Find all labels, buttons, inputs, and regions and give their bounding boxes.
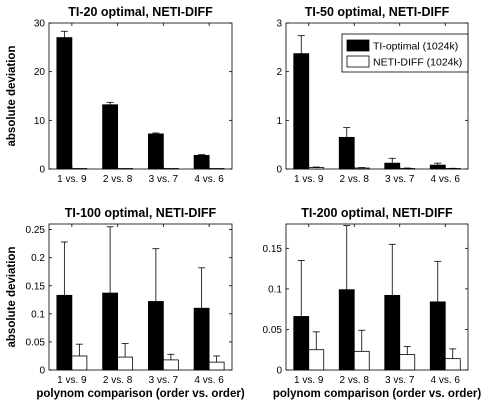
x-tick-label: 3 vs. 7 (385, 174, 415, 185)
bar-series-2 (71, 355, 88, 371)
bar-series-1 (429, 301, 446, 371)
bar-series-1 (293, 53, 310, 170)
bar-series-1 (147, 133, 164, 170)
bar-series-1 (56, 294, 73, 371)
bar-series-1 (384, 162, 401, 170)
axes-frame (285, 223, 469, 371)
bar-series-2 (399, 354, 416, 371)
chart-title: TI-100 optimal, NETI-DIFF (65, 206, 217, 220)
y-tick-label: 10 (34, 116, 46, 127)
bar-series-2 (444, 358, 461, 371)
y-tick-label: 0.1 (268, 284, 282, 295)
y-tick-label: 0.1 (31, 309, 45, 320)
chart-title: TI-200 optimal, NETI-DIFF (301, 206, 453, 220)
x-tick-label: 1 vs. 9 (57, 375, 87, 386)
x-tick-label: 2 vs. 8 (103, 174, 133, 185)
bar-series-1 (102, 292, 119, 371)
chart-panel-1: 0 10 20 30 1 vs. 9 2 vs. 8 3 vs. 7 4 vs. 6 TI-20… (6, 5, 233, 185)
y-tick-label: 0.05 (26, 337, 46, 348)
y-axis-label: absolute deviation (6, 247, 18, 348)
bar-series-2 (308, 349, 325, 371)
y-tick-label: 2 (276, 67, 282, 78)
x-tick-label: 2 vs. 8 (340, 174, 370, 185)
y-tick-label: 0.25 (26, 225, 46, 236)
y-tick-label: 3 (276, 19, 282, 30)
bar-series-2 (353, 350, 370, 371)
bar-series-1 (147, 301, 164, 371)
x-tick-label: 1 vs. 9 (294, 375, 324, 386)
y-tick-label: 0.15 (26, 281, 46, 292)
legend-swatch-1 (346, 39, 370, 52)
axes-frame (285, 22, 469, 170)
x-tick-label: 4 vs. 6 (194, 174, 224, 185)
x-tick-label: 1 vs. 9 (294, 174, 324, 185)
y-tick-label: 0.05 (263, 325, 283, 336)
legend-swatch-2 (346, 55, 370, 68)
x-tick-label: 4 vs. 6 (431, 375, 461, 386)
legend: TI-optimal (1024k) NETI-DIFF (1024k) (341, 33, 469, 73)
y-tick-label: 0 (39, 165, 45, 176)
y-tick-label: 20 (34, 67, 46, 78)
x-tick-label: 4 vs. 6 (194, 375, 224, 386)
bar-series-2 (208, 361, 225, 371)
bar-series-1 (338, 289, 355, 371)
y-tick-label: 0 (39, 366, 45, 377)
bar-series-1 (293, 316, 310, 371)
bar-series-2 (162, 359, 179, 371)
x-tick-label: 3 vs. 7 (385, 375, 415, 386)
bar-series-1 (193, 154, 210, 170)
chart-panel-2: 0 1 2 3 1 vs. 9 2 vs. 8 3 vs. 7 4 vs. 6 TI-50 op… (276, 5, 469, 185)
bar-series-1 (384, 294, 401, 371)
x-axis-label: polynom comparison (order vs. order) (36, 388, 244, 400)
legend-entry-1: TI-optimal (1024k) (373, 41, 458, 53)
bar-series-2 (117, 356, 134, 371)
y-tick-label: 0 (276, 165, 282, 176)
bar-series-1 (429, 164, 446, 170)
x-tick-label: 2 vs. 8 (340, 375, 370, 386)
y-tick-label: 1 (276, 116, 282, 127)
chart-panel-3: 0 0.05 0.1 0.15 0.2 0.25 1 vs. 9 2 vs. 8 3 vs. 7… (6, 206, 245, 400)
x-tick-label: 1 vs. 9 (57, 174, 87, 185)
x-axis-label: polynom comparison (order vs. order) (273, 388, 481, 400)
y-axis-label: absolute deviation (6, 46, 18, 147)
axes-frame (48, 22, 233, 170)
bar-series-2 (308, 167, 325, 170)
x-tick-label: 3 vs. 7 (149, 174, 179, 185)
y-tick-label: 0 (276, 366, 282, 377)
y-tick-label: 0.2 (31, 253, 45, 264)
y-tick-label: 30 (34, 19, 46, 30)
x-tick-label: 3 vs. 7 (149, 375, 179, 386)
bar-series-1 (338, 136, 355, 170)
legend-entry-2: NETI-DIFF (1024k) (373, 57, 462, 69)
y-tick-label: 0.15 (263, 244, 283, 255)
chart-panel-4: 0 0.05 0.1 0.15 1 vs. 9 2 vs. 8 3 vs. 7 4 vs. 6… (263, 206, 482, 400)
bar-series-1 (56, 37, 73, 170)
chart-title: TI-20 optimal, NETI-DIFF (68, 5, 213, 19)
bar-series-1 (193, 307, 210, 371)
axes-frame (48, 223, 233, 371)
bar-series-1 (102, 104, 119, 170)
bar-series-2 (353, 167, 370, 170)
x-tick-label: 2 vs. 8 (103, 375, 133, 386)
chart-title: TI-50 optimal, NETI-DIFF (305, 5, 450, 19)
x-tick-label: 4 vs. 6 (431, 174, 461, 185)
